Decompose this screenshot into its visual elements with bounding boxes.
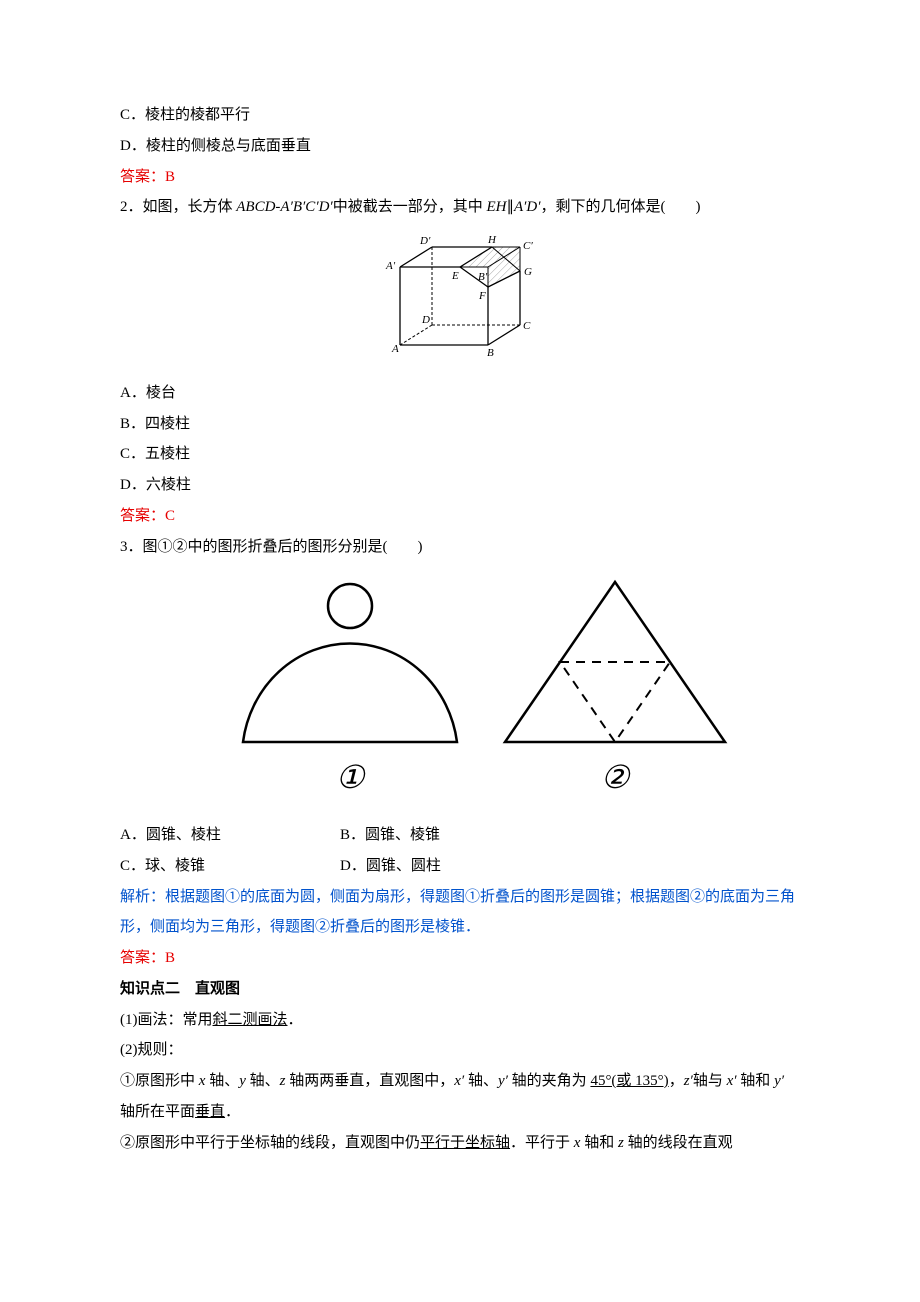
label: 答案： xyxy=(120,169,165,185)
abcd: ABCD-A′B′C′D′ xyxy=(236,199,332,215)
yp: y′ xyxy=(498,1073,508,1089)
xp2: x′ xyxy=(727,1073,737,1089)
t3: ，剩下的几何体是( ) xyxy=(541,199,701,215)
value: C xyxy=(165,508,175,524)
label: 答案： xyxy=(120,508,165,524)
lblA: A xyxy=(391,343,399,355)
figure-1 xyxy=(243,584,457,742)
lblF: F xyxy=(478,290,486,302)
text: A．圆锥、棱柱 xyxy=(120,827,221,843)
k: ． xyxy=(225,1104,240,1120)
lblD1: D′ xyxy=(419,235,431,247)
t1: 2．如图，长方体 xyxy=(120,199,236,215)
u2: 垂直 xyxy=(195,1104,225,1120)
i: 轴和 xyxy=(737,1073,775,1089)
lblC: C xyxy=(523,320,531,332)
label: 答案： xyxy=(120,950,165,966)
q2-stem: 2．如图，长方体 ABCD-A′B′C′D′中被截去一部分，其中 EH∥A′D′… xyxy=(120,192,800,223)
text: C．棱柱的棱都平行 xyxy=(120,107,250,123)
u: 斜二测画法 xyxy=(213,1012,288,1028)
q2-figure: A B C D A′ B′ C′ D′ E F G H xyxy=(120,227,800,374)
lblD: D xyxy=(421,314,430,326)
j: 轴所在平面 xyxy=(120,1104,195,1120)
text: D．六棱柱 xyxy=(120,477,191,493)
zp: z′ xyxy=(684,1073,693,1089)
a: ②原图形中平行于坐标轴的线段，直观图中仍 xyxy=(120,1135,420,1151)
h: 轴与 xyxy=(693,1073,727,1089)
q3-option-b: B．圆锥、棱锥 xyxy=(340,820,560,851)
text: C．五棱柱 xyxy=(120,446,190,462)
q2-option-a: A．棱台 xyxy=(120,378,800,409)
q3-row2: C．球、棱锥 D．圆锥、圆柱 xyxy=(120,851,800,882)
c: 轴和 xyxy=(580,1135,618,1151)
lblB: B xyxy=(487,347,494,359)
text: D．棱柱的侧棱总与底面垂直 xyxy=(120,138,311,154)
text: (2)规则： xyxy=(120,1042,183,1058)
xp: x′ xyxy=(454,1073,464,1089)
lblB1: B′ xyxy=(478,271,488,283)
fold-diagram: ① ② xyxy=(175,570,745,800)
q3-stem: 3．图①②中的图形折叠后的图形分别是( ) xyxy=(120,532,800,563)
f: 轴的夹角为 xyxy=(508,1073,591,1089)
u: 平行于坐标轴 xyxy=(420,1135,510,1151)
d: 轴两两垂直，直观图中， xyxy=(285,1073,454,1089)
text: C．球、棱锥 xyxy=(120,858,205,874)
kp2-rule1: ①原图形中 x 轴、y 轴、z 轴两两垂直，直观图中，x′ 轴、y′ 轴的夹角为… xyxy=(120,1066,800,1128)
q3-option-d: D．圆锥、圆柱 xyxy=(340,851,560,882)
q3-solution: 解析：根据题图①的底面为圆，侧面为扇形，得题图①折叠后的图形是圆锥；根据题图②的… xyxy=(120,882,800,944)
text: B．四棱柱 xyxy=(120,416,190,432)
q3-option-a: A．圆锥、棱柱 xyxy=(120,820,340,851)
q1-option-d: D．棱柱的侧棱总与底面垂直 xyxy=(120,131,800,162)
c: 轴、 xyxy=(246,1073,280,1089)
t2: 中被截去一部分，其中 xyxy=(333,199,487,215)
value: B xyxy=(165,169,175,185)
q2-option-c: C．五棱柱 xyxy=(120,439,800,470)
b: 轴、 xyxy=(205,1073,239,1089)
fig1-label: ① xyxy=(336,759,367,795)
q2-option-d: D．六棱柱 xyxy=(120,470,800,501)
cuboid-diagram: A B C D A′ B′ C′ D′ E F G H xyxy=(360,227,560,362)
ad: A′D′ xyxy=(514,199,541,215)
text: 3．图①②中的图形折叠后的图形分别是( ) xyxy=(120,539,423,555)
eh: EH xyxy=(486,199,506,215)
lblG: G xyxy=(524,266,532,278)
u: 45°(或 135°) xyxy=(590,1073,668,1089)
q2-option-b: B．四棱柱 xyxy=(120,409,800,440)
e: 轴、 xyxy=(464,1073,498,1089)
lblE: E xyxy=(451,270,459,282)
label: 解析： xyxy=(120,889,165,905)
par: ∥ xyxy=(506,199,514,215)
b: ．平行于 xyxy=(510,1135,574,1151)
text: 根据题图①的底面为圆，侧面为扇形，得题图①折叠后的图形是圆锥；根据题图②的底面为… xyxy=(120,889,795,936)
figure-2 xyxy=(505,582,725,742)
kp2-p1: (1)画法：常用斜二测画法． xyxy=(120,1005,800,1036)
text: 知识点二 直观图 xyxy=(120,981,240,997)
text: B．圆锥、棱锥 xyxy=(340,827,440,843)
text: A．棱台 xyxy=(120,385,176,401)
text: D．圆锥、圆柱 xyxy=(340,858,441,874)
a: ①原图形中 xyxy=(120,1073,199,1089)
g: ， xyxy=(669,1073,684,1089)
kp2-rule2: ②原图形中平行于坐标轴的线段，直观图中仍平行于坐标轴．平行于 x 轴和 z 轴的… xyxy=(120,1128,800,1159)
q3-option-c: C．球、棱锥 xyxy=(120,851,340,882)
lblH: H xyxy=(487,234,497,246)
a: (1)画法：常用 xyxy=(120,1012,213,1028)
q3-answer: 答案：B xyxy=(120,943,800,974)
d: 轴的线段在直观 xyxy=(624,1135,733,1151)
kp2-p2: (2)规则： xyxy=(120,1035,800,1066)
q3-row1: A．圆锥、棱柱 B．圆锥、棱锥 xyxy=(120,820,800,851)
lblC1: C′ xyxy=(523,240,533,252)
fig2-label: ② xyxy=(601,759,632,795)
q2-answer: 答案：C xyxy=(120,501,800,532)
q1-option-c: C．棱柱的棱都平行 xyxy=(120,100,800,131)
b: ． xyxy=(288,1012,303,1028)
lblA1: A′ xyxy=(385,260,396,272)
q3-figure: ① ② xyxy=(120,570,800,812)
value: B xyxy=(165,950,175,966)
y: y xyxy=(239,1073,246,1089)
yp2: y′ xyxy=(774,1073,784,1089)
kp2-title: 知识点二 直观图 xyxy=(120,974,800,1005)
q1-answer: 答案：B xyxy=(120,162,800,193)
